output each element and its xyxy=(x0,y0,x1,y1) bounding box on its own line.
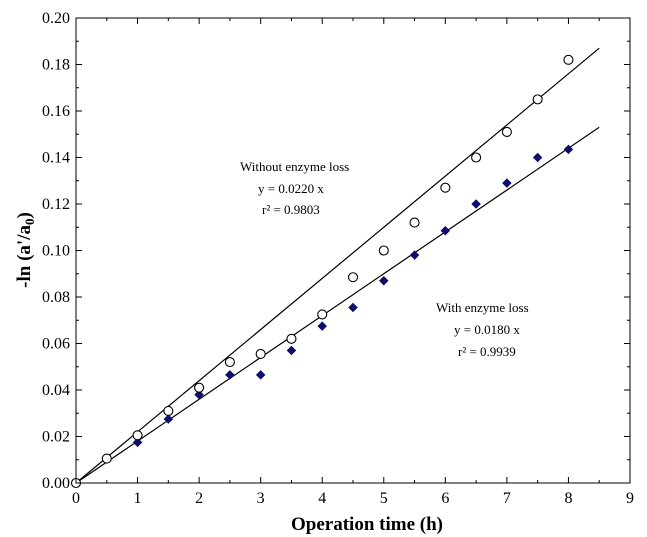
point-with-loss xyxy=(563,144,574,155)
svg-text:-ln (a'/a0): -ln (a'/a0) xyxy=(14,212,37,288)
point-with-loss xyxy=(163,414,174,424)
x-tick-label: 3 xyxy=(257,490,265,507)
data-points xyxy=(70,54,574,489)
point-without-loss xyxy=(440,182,451,193)
annotation-without-loss: Without enzyme loss y = 0.0220 x r² = 0.… xyxy=(240,159,349,217)
fit-line-with-loss xyxy=(75,126,600,484)
point-without-loss xyxy=(255,348,266,360)
annotation-with-loss-title: With enzyme loss xyxy=(436,300,529,315)
y-tick-label: 0.16 xyxy=(42,103,70,120)
point-without-loss xyxy=(317,309,328,320)
annotation-without-loss-equation: y = 0.0220 x xyxy=(258,181,324,196)
point-with-loss xyxy=(502,178,512,188)
point-without-loss xyxy=(378,245,389,256)
x-axis-title: Operation time (h) xyxy=(291,514,443,535)
point-with-loss xyxy=(440,225,451,236)
annotation-with-loss: With enzyme loss y = 0.0180 x r² = 0.993… xyxy=(436,300,529,359)
x-tick-label: 5 xyxy=(380,490,388,507)
y-tick-label: 0.04 xyxy=(42,382,70,399)
x-tick-label: 0 xyxy=(72,490,80,507)
point-with-loss xyxy=(532,152,543,163)
point-with-loss xyxy=(471,199,481,209)
point-with-loss xyxy=(348,302,358,313)
point-with-loss xyxy=(317,321,328,331)
y-tick-label: 0.08 xyxy=(42,289,70,306)
y-tick-label: 0.12 xyxy=(42,196,70,213)
point-without-loss xyxy=(224,357,235,368)
ticks: 0 1 2 3 4 5 6 7 8 9 0.00 0.02 0.04 0.06 0.08 0.10 0.12 0.… xyxy=(42,10,634,507)
point-without-loss xyxy=(194,382,205,393)
fit-line-without-loss xyxy=(75,47,600,484)
y-tick-label: 0.10 xyxy=(42,243,70,260)
point-without-loss xyxy=(286,333,297,344)
point-with-loss xyxy=(286,345,297,356)
point-with-loss xyxy=(378,275,389,286)
point-without-loss xyxy=(501,126,512,137)
annotation-without-loss-title: Without enzyme loss xyxy=(240,159,349,174)
point-without-loss xyxy=(132,430,143,441)
x-tick-label: 7 xyxy=(503,490,511,507)
point-without-loss xyxy=(409,217,420,228)
y-tick-label: 0.02 xyxy=(42,429,70,446)
point-with-loss xyxy=(132,437,143,448)
point-with-loss xyxy=(194,389,204,400)
point-without-loss xyxy=(563,54,574,65)
x-tick-label: 1 xyxy=(134,490,142,507)
y-tick-label: 0.00 xyxy=(42,475,70,492)
x-tick-label: 9 xyxy=(626,490,634,507)
annotation-without-loss-r2: r² = 0.9803 xyxy=(262,202,320,217)
y-tick-label: 0.14 xyxy=(42,150,70,167)
point-without-loss xyxy=(532,94,543,105)
y-tick-label: 0.18 xyxy=(42,57,70,74)
point-without-loss xyxy=(101,453,112,464)
point-without-loss xyxy=(347,272,359,283)
x-tick-label: 8 xyxy=(564,490,572,507)
point-with-loss xyxy=(225,370,235,380)
point-with-loss xyxy=(255,370,266,380)
x-tick-label: 2 xyxy=(195,490,203,507)
annotation-with-loss-equation: y = 0.0180 x xyxy=(454,322,520,337)
y-tick-label: 0.20 xyxy=(42,10,70,27)
annotation-with-loss-r2: r² = 0.9939 xyxy=(458,344,516,359)
point-without-loss xyxy=(163,405,174,416)
x-tick-label: 4 xyxy=(318,490,326,507)
y-axis-title: -ln (a'/a0) xyxy=(14,212,37,288)
point-with-loss xyxy=(409,250,420,261)
fit-lines xyxy=(75,47,600,484)
x-tick-label: 6 xyxy=(441,490,449,507)
y-tick-label: 0.06 xyxy=(42,336,70,353)
point-without-loss xyxy=(471,152,482,163)
